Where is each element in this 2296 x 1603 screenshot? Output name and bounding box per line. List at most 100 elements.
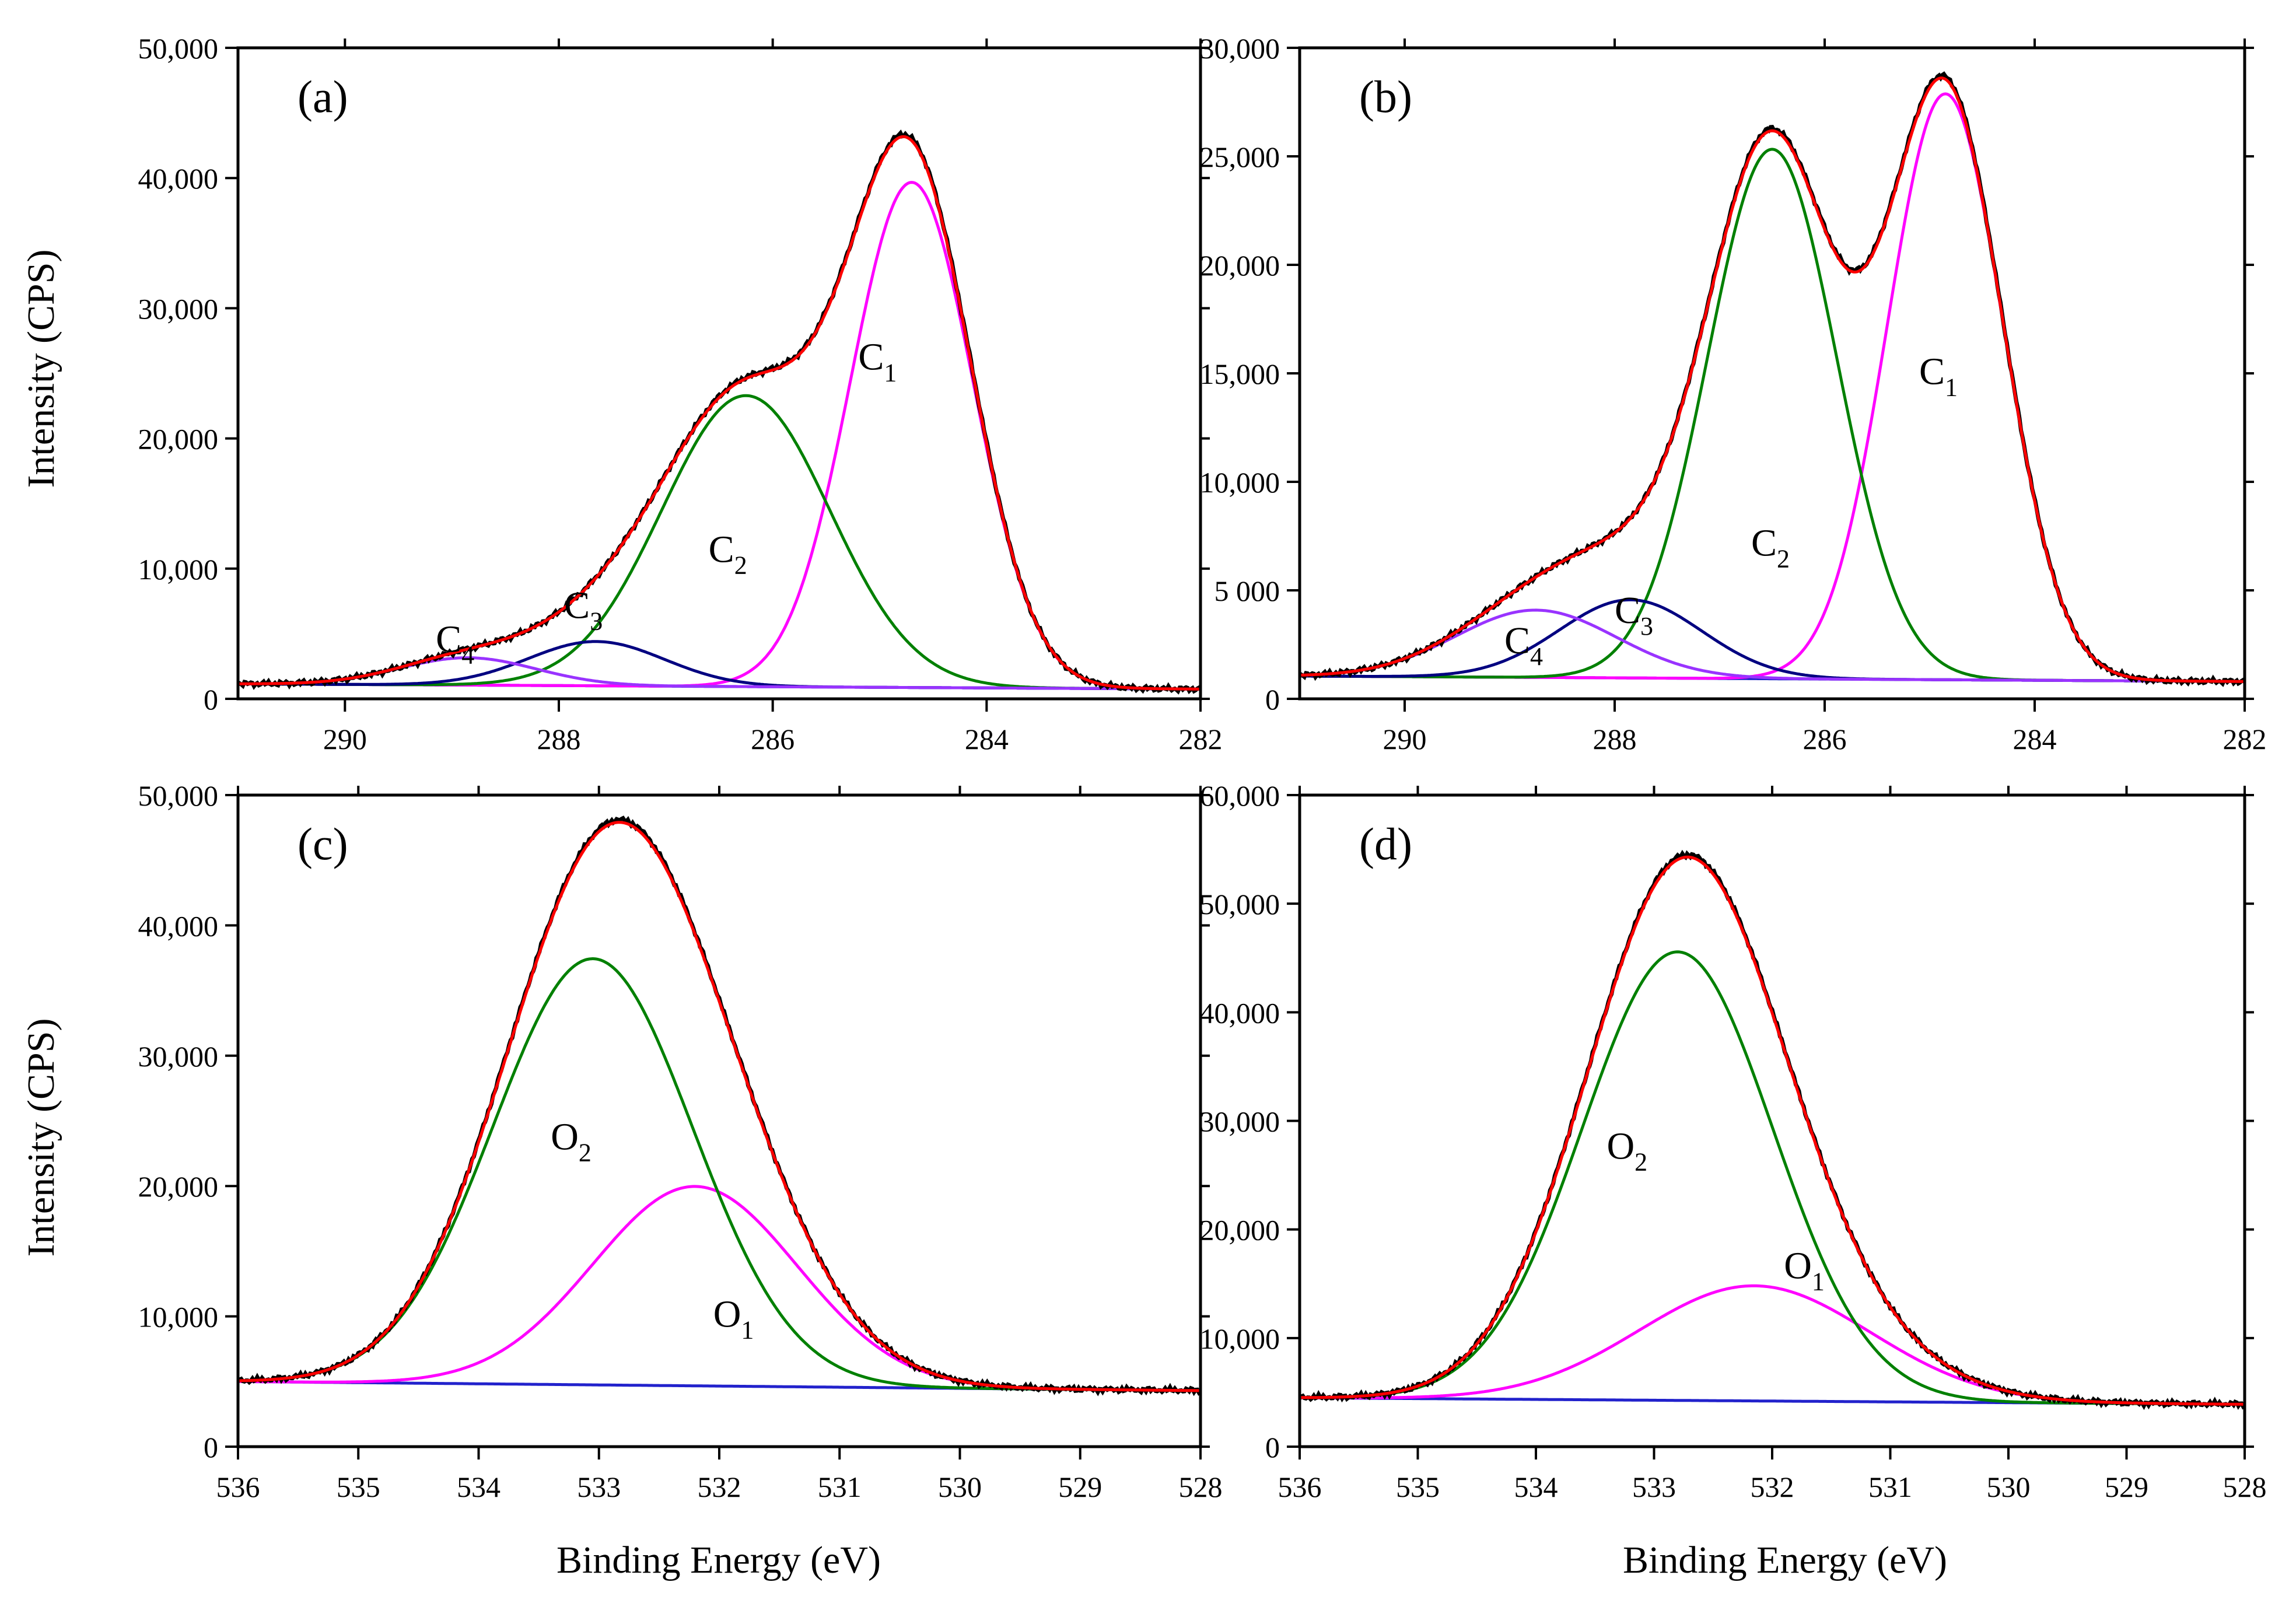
panel-label: (a) [298, 71, 348, 122]
x-axis-label-left: Binding Energy (eV) [556, 1539, 881, 1581]
y-axis-label-top: Intensity (CPS) [20, 250, 62, 488]
y-tick-label: 25,000 [1200, 141, 1280, 173]
y-tick-label: 20,000 [1200, 249, 1280, 282]
peak-label-c3: C3 [1615, 589, 1653, 640]
panel-b: 290 288 286 284 282 0 5 000 10,000 15,000 20,000 2… [1200, 32, 2267, 755]
panel-a: 290 288 286 284 282 0 10,000 20,000 30,000 40,000… [138, 32, 1223, 755]
panel-label: (c) [298, 818, 348, 869]
x-tick-label: 528 [1179, 1471, 1223, 1503]
y-tick-label: 30,000 [138, 292, 219, 325]
x-tick-label: 282 [1179, 723, 1223, 755]
x-axis-label-right: Binding Energy (eV) [1623, 1539, 1947, 1581]
y-tick-label: 30,000 [138, 1040, 219, 1073]
y-tick-label: 0 [204, 1431, 218, 1464]
component-c1-curve [238, 181, 1200, 691]
envelope-fit-line [1300, 855, 2245, 1406]
component-o1-curve [238, 1185, 1200, 1392]
y-tick-label: 10,000 [1200, 466, 1280, 499]
y-tick-label: 20,000 [138, 1170, 219, 1203]
panel-d: 536 535 534 533 532 531 530 529 528 0 10,000 20,000… [1200, 779, 2267, 1503]
peak-label-c4: C4 [1504, 620, 1543, 671]
x-tick-label: 530 [1987, 1471, 2031, 1503]
plot-area [238, 816, 1200, 1396]
peak-label-o1: O1 [713, 1293, 754, 1344]
x-tick-label: 286 [751, 723, 794, 755]
x-tick-label: 530 [938, 1471, 982, 1503]
plot-area [1300, 849, 2245, 1410]
raw-spectrum-line [1300, 71, 2245, 687]
plot-frame [1298, 46, 2246, 701]
x-tick-label: 532 [698, 1471, 741, 1503]
y-tick-label: 20,000 [138, 423, 219, 456]
x-tick-label: 529 [1058, 1471, 1102, 1503]
x-tick-label: 533 [1632, 1471, 1676, 1503]
plot-frame [236, 793, 1202, 1448]
y-tick-label: 20,000 [1200, 1214, 1280, 1247]
x-tick-label: 531 [818, 1471, 862, 1503]
peak-label-o2: O2 [1607, 1125, 1648, 1177]
peak-label-o1: O1 [1784, 1244, 1825, 1296]
y-tick-label: 50,000 [138, 779, 219, 812]
y-tick-label: 40,000 [138, 162, 219, 195]
component-c2-curve [1300, 148, 2245, 683]
x-tick-label: 284 [965, 723, 1009, 755]
y-tick-label: 40,000 [1200, 996, 1280, 1029]
peak-label-c3: C3 [564, 584, 603, 636]
x-tick-label: 532 [1751, 1471, 1794, 1503]
peak-label-c1: C1 [1919, 351, 1958, 402]
x-tick-label: 282 [2223, 723, 2267, 755]
y-tick-label: 5 000 [1214, 575, 1280, 607]
component-o1-curve [1300, 1284, 2245, 1406]
y-tick-label: 10,000 [1200, 1322, 1280, 1355]
raw-spectrum-line [238, 129, 1200, 695]
y-tick-label: 10,000 [138, 1301, 219, 1334]
envelope-fit-line [238, 135, 1200, 691]
peak-label-c2: C2 [709, 528, 747, 580]
panel-c: 536 535 534 533 532 531 530 529 528 0 10,000 20,000… [138, 779, 1223, 1503]
x-tick-label: 535 [1396, 1471, 1440, 1503]
x-tick-label: 284 [2013, 723, 2057, 755]
y-tick-label: 30,000 [1200, 1105, 1280, 1138]
panel-label: (b) [1359, 71, 1412, 122]
y-tick-label: 15,000 [1200, 358, 1280, 390]
envelope-fit-line [1300, 76, 2245, 683]
peak-label-c1: C1 [858, 335, 897, 387]
x-tick-label: 536 [1278, 1471, 1322, 1503]
x-tick-label: 534 [1514, 1471, 1558, 1503]
envelope-fit-line [238, 821, 1200, 1392]
x-tick-label: 535 [337, 1471, 380, 1503]
y-tick-label: 30,000 [1200, 32, 1280, 65]
x-tick-label: 536 [216, 1471, 260, 1503]
y-axis-label-bottom: Intensity (CPS) [20, 1019, 62, 1257]
component-o2-curve [1300, 950, 2245, 1406]
plot-frame [1298, 793, 2246, 1448]
component-c1-curve [1300, 92, 2245, 683]
x-tick-label: 533 [577, 1471, 621, 1503]
y-tick-label: 50,000 [1200, 888, 1280, 921]
plot-frame [236, 46, 1202, 701]
y-tick-label: 0 [204, 683, 218, 716]
y-tick-label: 10,000 [138, 553, 219, 586]
peak-label-c4: C4 [436, 618, 474, 670]
peak-label-o2: O2 [551, 1116, 592, 1167]
x-tick-label: 286 [1803, 723, 1847, 755]
y-tick-label: 0 [1265, 683, 1280, 716]
x-tick-label: 290 [323, 723, 367, 755]
x-tick-label: 531 [1868, 1471, 1912, 1503]
x-tick-label: 528 [2223, 1471, 2267, 1503]
x-tick-label: 534 [457, 1471, 501, 1503]
panel-label: (d) [1359, 818, 1412, 869]
x-tick-label: 529 [2105, 1471, 2148, 1503]
plot-area [1300, 71, 2245, 687]
peak-label-c2: C2 [1751, 522, 1790, 573]
plot-area [238, 129, 1200, 695]
component-c4-curve [1300, 608, 2245, 683]
x-tick-label: 290 [1383, 723, 1427, 755]
x-tick-label: 288 [1593, 723, 1637, 755]
y-tick-label: 40,000 [138, 909, 219, 942]
y-tick-label: 60,000 [1200, 779, 1280, 812]
x-tick-label: 288 [537, 723, 581, 755]
y-tick-label: 50,000 [138, 32, 219, 65]
y-tick-label: 0 [1265, 1431, 1280, 1464]
